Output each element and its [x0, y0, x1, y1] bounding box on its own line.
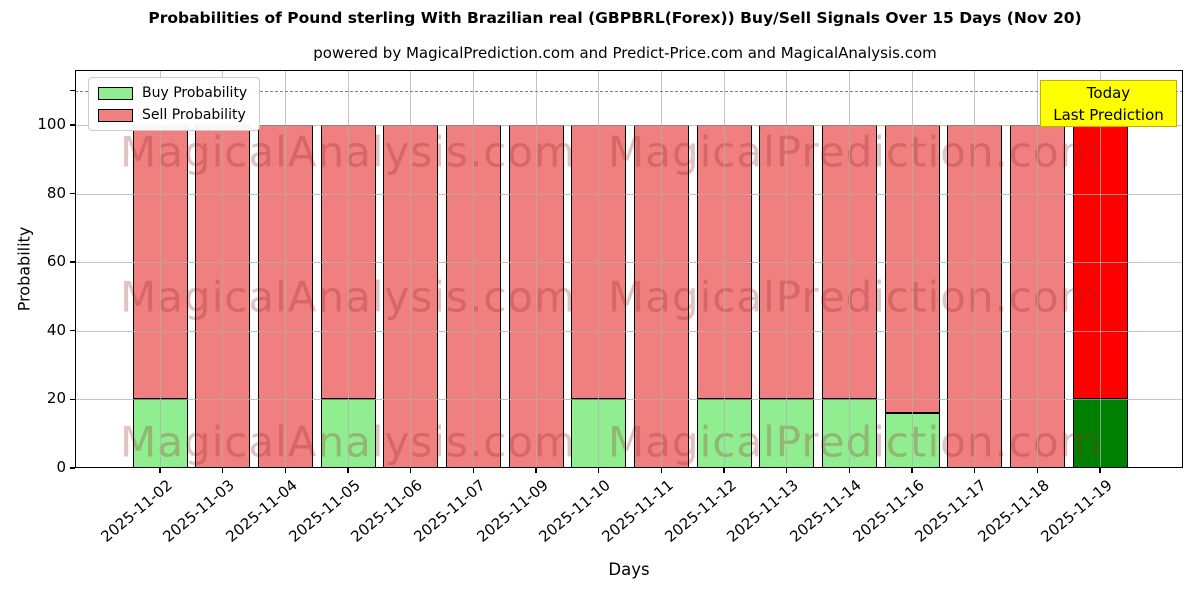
x-tick-mark: [597, 468, 600, 473]
x-tick-mark: [973, 468, 976, 473]
horizontal-gridline: [75, 399, 1183, 401]
legend-item-buy: Buy Probability: [98, 85, 247, 101]
horizontal-gridline: [75, 124, 1183, 126]
vertical-gridline: [911, 70, 913, 468]
x-tick-mark: [284, 468, 287, 473]
vertical-gridline: [1036, 70, 1038, 468]
today-annotation-line1: Today: [1086, 84, 1131, 102]
y-tick-mark: [70, 467, 75, 469]
x-tick-mark: [159, 468, 161, 473]
legend-swatch-buy-icon: [98, 86, 133, 100]
y-tick-mark: [70, 261, 75, 263]
y-tick-mark: [70, 398, 75, 401]
vertical-gridline: [159, 70, 161, 468]
x-tick-mark: [785, 468, 788, 473]
legend-label-buy: Buy Probability: [142, 85, 248, 101]
y-tick-label: 80: [46, 183, 66, 202]
watermark-text: MagicalAnalysis.com: [120, 417, 576, 467]
y-tick-mark: [70, 192, 75, 195]
watermark-text: MagicalPrediction.com: [608, 417, 1102, 467]
vertical-gridline: [472, 70, 474, 468]
x-tick-mark: [1099, 468, 1101, 473]
horizontal-gridline: [75, 262, 1183, 264]
vertical-gridline: [786, 70, 788, 468]
horizontal-gridline: [75, 330, 1183, 332]
vertical-gridline: [1099, 70, 1101, 468]
legend-label-sell: Sell Probability: [142, 107, 246, 123]
x-tick-mark: [1036, 468, 1039, 473]
chart-title: Probabilities of Pound sterling With Bra…: [148, 9, 1082, 27]
x-tick-mark: [911, 468, 913, 473]
x-tick-mark: [660, 468, 663, 473]
y-tick-label: 40: [46, 320, 66, 339]
vertical-gridline: [535, 70, 537, 468]
y-tick-label: 0: [56, 458, 66, 476]
vertical-gridline: [723, 70, 725, 468]
x-tick-mark: [347, 468, 349, 473]
vertical-gridline: [974, 70, 976, 468]
legend-swatch-sell-icon: [98, 108, 133, 122]
y-tick-label: 60: [46, 252, 66, 271]
x-axis-label: Days: [608, 560, 650, 579]
watermark-text: MagicalPrediction.com: [608, 127, 1102, 177]
x-tick-mark: [848, 468, 851, 473]
dashed-threshold-line: [75, 90, 1183, 92]
vertical-gridline: [347, 70, 349, 468]
watermark-text: MagicalPrediction.com: [608, 272, 1102, 322]
vertical-gridline: [284, 70, 286, 468]
today-annotation-line2: Last Prediction: [1053, 106, 1164, 124]
vertical-gridline: [598, 70, 600, 468]
x-tick-mark: [723, 468, 725, 473]
x-tick-mark: [535, 468, 537, 473]
vertical-gridline: [410, 70, 412, 468]
y-tick-mark: [70, 330, 75, 332]
legend-item-sell: Sell Probability: [98, 107, 247, 123]
chart-subtitle: powered by MagicalPrediction.com and Pre…: [313, 44, 937, 62]
watermark-text: MagicalAnalysis.com: [120, 272, 576, 322]
y-tick-label: 100: [37, 114, 66, 133]
plot-area: MagicalAnalysis.com MagicalPrediction.com…: [75, 70, 1183, 468]
vertical-gridline: [848, 70, 850, 468]
watermark-text: MagicalAnalysis.com: [120, 127, 576, 177]
legend: Buy Probability Sell Probability: [88, 77, 261, 131]
x-tick-mark: [472, 468, 475, 473]
today-annotation: Today Last Prediction: [1040, 80, 1177, 127]
x-tick-mark: [409, 468, 412, 473]
horizontal-gridline: [75, 193, 1183, 195]
vertical-gridline: [660, 70, 662, 468]
x-tick-mark: [221, 468, 224, 473]
vertical-gridline: [222, 70, 224, 468]
y-tick-label: 20: [46, 389, 66, 408]
y-tick-mark: [70, 124, 75, 126]
y-tick-mark: [70, 89, 75, 92]
